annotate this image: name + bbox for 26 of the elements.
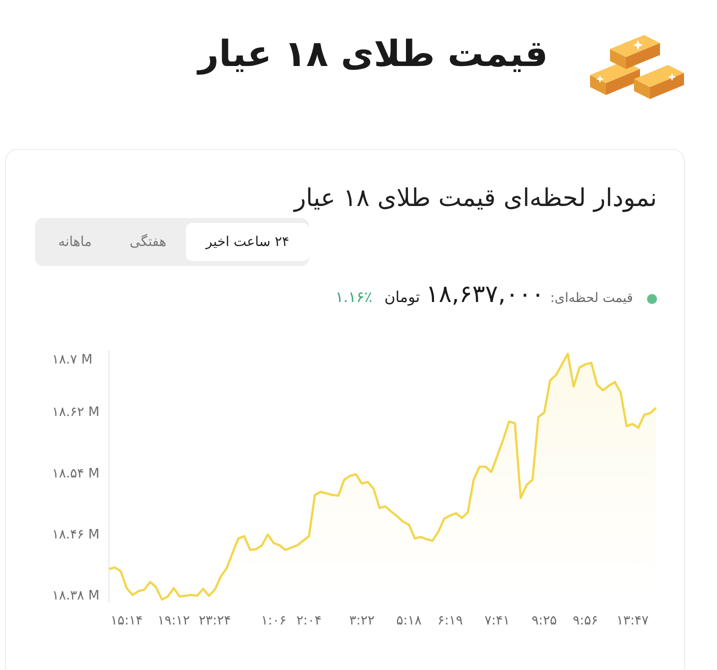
y-tick-label: ۱۸.۳۸ M [52, 588, 100, 604]
x-tick-label: ۱:۰۶ [261, 614, 286, 629]
y-tick-label: ۱۸.۵۴ M [52, 466, 100, 482]
x-tick-label: ۹:۲۵ [532, 614, 557, 629]
y-tick-label: ۱۸.۴۶ M [52, 527, 100, 542]
chart-title: قیمت طلای ۱۸ عیار [198, 33, 548, 77]
x-tick-label: ۶:۱۹ [437, 614, 463, 629]
x-tick-label: ۱۳:۴۷ [616, 614, 649, 629]
x-tick-label: ۳:۲۲ [349, 614, 375, 629]
tab-label: هفتگی [130, 234, 166, 250]
text: تومان [384, 288, 420, 306]
x-tick-label: ۲:۰۴ [296, 614, 322, 629]
y-tick-label: ۱۸.۶۲ M [52, 405, 100, 420]
x-tick-label: ۹:۵۶ [572, 614, 598, 629]
tab-label: ماهانه [58, 234, 92, 250]
selected-tab: ۲۴ ساعت اخیر [186, 223, 309, 261]
chart-subtitle: نمودار لحظه‌ای قیمت طلای ۱۸ عیار [294, 182, 657, 214]
y-tick-label: ۱۸.۷ M [52, 352, 92, 368]
x-tick-label: ۲۳:۲۴ [198, 614, 232, 629]
text: ۱۸,۶۳۷,۰۰۰ [426, 280, 544, 308]
x-tick-label: ۱۵:۱۴ [110, 614, 143, 629]
x-tick-label: ۱۹:۱۲ [158, 614, 190, 629]
x-tick-label: ۵:۱۸ [396, 614, 422, 629]
x-tick-label: ۷:۴۱ [484, 614, 510, 629]
text: ۱.۱۶٪ [335, 288, 372, 306]
text: قیمت لحظه‌ای: [550, 291, 633, 306]
